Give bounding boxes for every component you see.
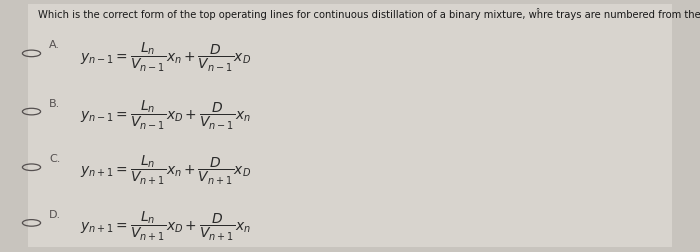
Text: B.: B. (49, 98, 60, 108)
Text: $y_{n+1} = \dfrac{L_n}{V_{n+1}}x_D + \dfrac{D}{V_{n+1}}x_n$: $y_{n+1} = \dfrac{L_n}{V_{n+1}}x_D + \df… (80, 209, 251, 242)
FancyBboxPatch shape (28, 5, 672, 247)
Text: A.: A. (49, 40, 60, 50)
Text: $y_{n+1} = \dfrac{L_n}{V_{n+1}}x_n + \dfrac{D}{V_{n+1}}x_D$: $y_{n+1} = \dfrac{L_n}{V_{n+1}}x_n + \df… (80, 154, 251, 187)
Text: C.: C. (49, 154, 60, 164)
Text: Which is the correct form of the top operating lines for continuous distillation: Which is the correct form of the top ope… (38, 8, 700, 19)
Text: D.: D. (49, 209, 61, 219)
Text: $y_{n-1} = \dfrac{L_n}{V_{n-1}}x_D + \dfrac{D}{V_{n-1}}x_n$: $y_{n-1} = \dfrac{L_n}{V_{n-1}}x_D + \df… (80, 98, 251, 131)
Text: $y_{n-1} = \dfrac{L_n}{V_{n-1}}x_n + \dfrac{D}{V_{n-1}}x_D$: $y_{n-1} = \dfrac{L_n}{V_{n-1}}x_n + \df… (80, 40, 251, 73)
